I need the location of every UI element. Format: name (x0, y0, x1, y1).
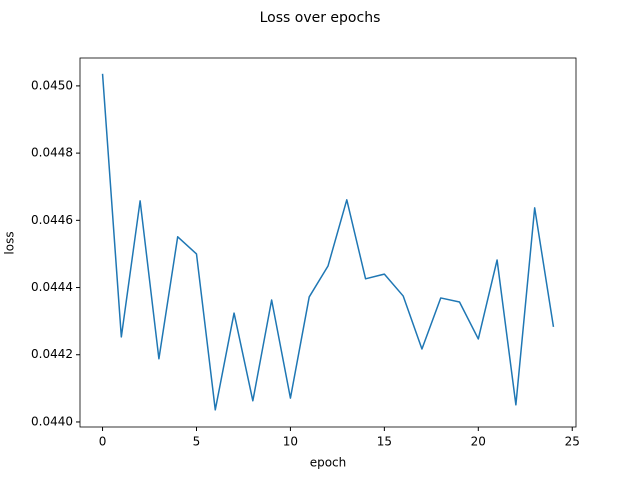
chart-title: Loss over epochs (260, 10, 381, 26)
plot-frame (79, 57, 577, 428)
x-tick-label: 10 (283, 435, 298, 449)
x-axis-label: epoch (310, 456, 347, 470)
y-tick-label: 0.0450 (31, 78, 73, 92)
y-tick-label: 0.0446 (31, 213, 73, 227)
y-tick-label: 0.0444 (31, 280, 73, 294)
x-tick-label: 5 (193, 435, 201, 449)
x-tick-label: 0 (99, 435, 107, 449)
x-tick-label: 15 (377, 435, 392, 449)
line-series (101, 73, 555, 411)
y-tick-label: 0.0448 (31, 146, 73, 160)
x-tick-label: 20 (471, 435, 486, 449)
x-tick-label: 25 (565, 435, 580, 449)
y-tick-label: 0.0442 (31, 347, 73, 361)
y-tick-label: 0.0440 (31, 414, 73, 428)
y-axis-label: loss (3, 231, 17, 254)
